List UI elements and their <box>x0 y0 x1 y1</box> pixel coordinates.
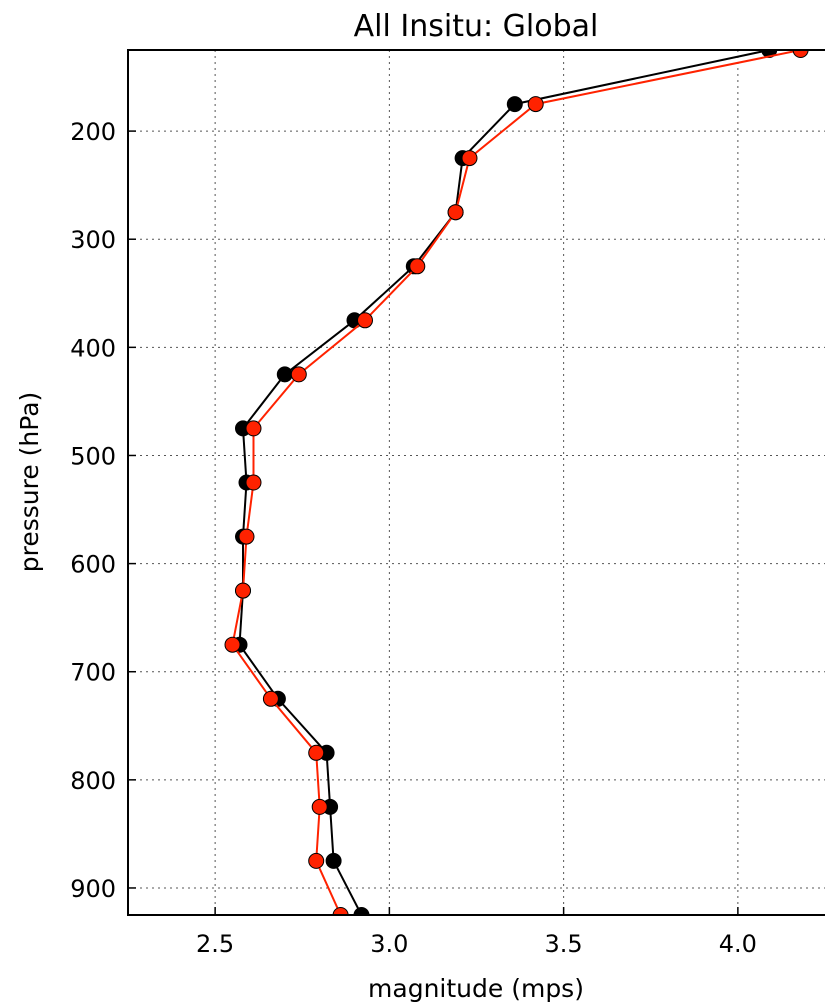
series-2-point <box>447 204 464 221</box>
y-tick-label: 400 <box>70 334 116 362</box>
series-2-point <box>308 744 325 761</box>
series-2-point <box>245 420 262 437</box>
series-2-point <box>290 366 307 383</box>
series-1-point <box>353 907 370 915</box>
y-tick-label: 900 <box>70 875 116 903</box>
plot-background <box>128 50 825 915</box>
series-1-point <box>276 366 293 383</box>
series-2-point <box>527 96 544 113</box>
y-tick-label: 700 <box>70 659 116 687</box>
x-tick-label: 3.5 <box>545 930 583 958</box>
x-tick-label: 3.0 <box>370 930 408 958</box>
series-2-point <box>357 312 373 329</box>
series-2-point <box>224 636 241 653</box>
series-2-point <box>461 150 478 167</box>
series-1-point <box>325 852 342 869</box>
series-2-point <box>332 907 349 915</box>
series-2-point <box>245 474 262 491</box>
plot-frame <box>127 49 825 916</box>
y-tick-label: 600 <box>70 551 116 579</box>
x-tick-label: 4.0 <box>719 930 757 958</box>
series-layer <box>224 50 809 915</box>
x-tick-label: 2.5 <box>196 930 234 958</box>
series-2-point <box>409 258 426 275</box>
series-1-point <box>506 96 523 113</box>
y-tick-label: 800 <box>70 767 116 795</box>
series-2-point <box>311 798 328 815</box>
y-tick-label: 300 <box>70 226 116 254</box>
y-tick-label: 200 <box>70 118 116 146</box>
series-2-point <box>308 852 325 869</box>
x-axis-label: magnitude (mps) <box>368 974 584 1003</box>
chart-title: All Insitu: Global <box>354 9 599 44</box>
series-2-point <box>792 50 809 58</box>
y-tick-label: 500 <box>70 442 116 470</box>
y-axis-label: pressure (hPa) <box>15 392 44 573</box>
series-2-point <box>262 690 279 707</box>
ticks: 2.5 3.0 3.5 4.0 200 300 400 500 600 700 800 900 <box>70 118 757 958</box>
series-2-point <box>235 582 251 599</box>
grid <box>128 50 825 915</box>
series-2-point <box>238 528 255 545</box>
